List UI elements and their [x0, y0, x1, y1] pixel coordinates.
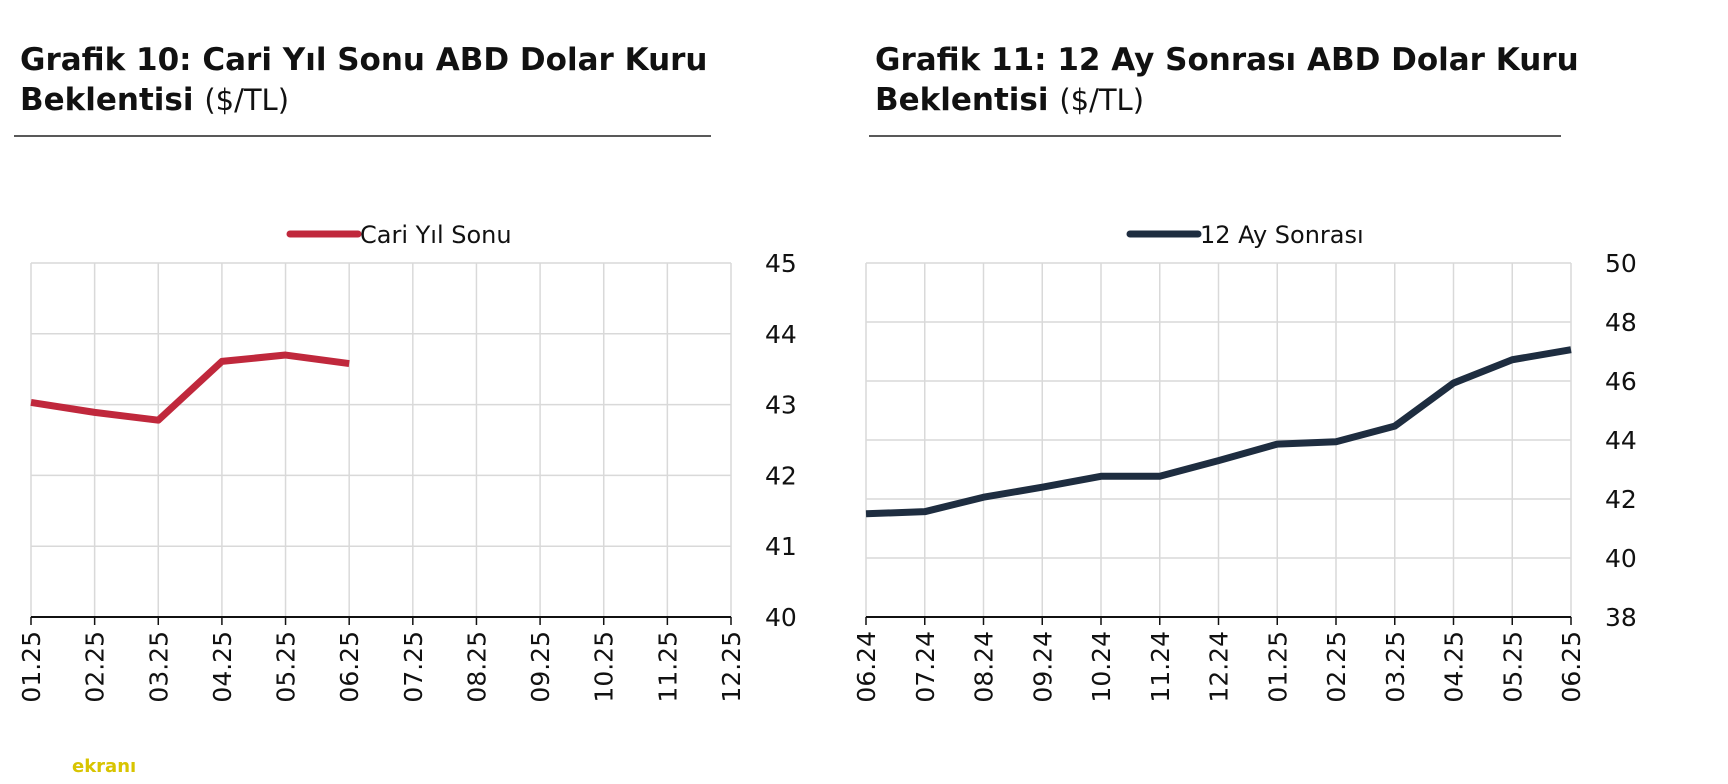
x-tick-label: 06.24	[852, 631, 881, 703]
watermark: ekranı	[72, 756, 136, 777]
x-tick-label: 10.24	[1087, 631, 1116, 703]
series-line	[30, 351, 350, 424]
x-tick-label: 05.25	[272, 631, 301, 703]
x-tick-label: 06.25	[1557, 631, 1586, 703]
chart-title: Beklentisi ($/TL)	[20, 82, 289, 118]
x-tick-label: 05.25	[1498, 631, 1527, 703]
x-tick-label: 02.25	[81, 631, 110, 703]
x-tick-label: 10.25	[590, 631, 619, 703]
x-tick-label: 03.25	[1381, 631, 1410, 703]
x-tick-label: 01.25	[17, 631, 46, 703]
x-tick-label: 02.25	[1322, 631, 1351, 703]
x-tick-label: 04.25	[1440, 631, 1469, 703]
y-tick-label: 42	[765, 461, 797, 490]
x-tick-label: 08.24	[970, 631, 999, 703]
y-tick-label: 50	[1605, 249, 1637, 278]
y-tick-label: 41	[765, 532, 797, 561]
x-tick-label: 03.25	[144, 631, 173, 703]
x-tick-label: 08.25	[462, 631, 491, 703]
y-tick-label: 43	[765, 391, 797, 420]
x-tick-label: 11.24	[1146, 631, 1175, 703]
y-tick-label: 42	[1605, 485, 1637, 514]
chart-title: Beklentisi ($/TL)	[875, 82, 1144, 118]
series-line	[865, 346, 1572, 518]
chart-unit: ($/TL)	[1059, 83, 1144, 117]
chart-unit: ($/TL)	[204, 83, 289, 117]
chart-title-part: Beklentisi	[20, 82, 204, 118]
x-tick-label: 04.25	[208, 631, 237, 703]
x-tick-label: 11.25	[653, 631, 682, 703]
y-tick-label: 44	[765, 320, 797, 349]
y-tick-label: 46	[1605, 367, 1637, 396]
chart-title: Grafik 11: 12 Ay Sonrası ABD Dolar Kuru	[875, 42, 1579, 78]
x-tick-label: 12.24	[1205, 631, 1234, 703]
y-tick-label: 44	[1605, 426, 1637, 455]
y-tick-label: 40	[765, 603, 797, 632]
x-tick-label: 07.24	[911, 631, 940, 703]
y-tick-label: 48	[1605, 308, 1637, 337]
y-tick-label: 40	[1605, 544, 1637, 573]
chart-title: Grafik 10: Cari Yıl Sonu ABD Dolar Kuru	[20, 42, 708, 78]
x-tick-label: 09.24	[1028, 631, 1057, 703]
x-tick-label: 09.25	[526, 631, 555, 703]
y-tick-label: 38	[1605, 603, 1637, 632]
y-tick-label: 45	[765, 249, 797, 278]
x-tick-label: 07.25	[399, 631, 428, 703]
chart-title-part: Beklentisi	[875, 82, 1059, 118]
legend-label: 12 Ay Sonrası	[1200, 221, 1364, 249]
x-tick-label: 06.25	[335, 631, 364, 703]
legend-label: Cari Yıl Sonu	[360, 221, 512, 249]
x-tick-label: 12.25	[717, 631, 746, 703]
x-tick-label: 01.25	[1263, 631, 1292, 703]
